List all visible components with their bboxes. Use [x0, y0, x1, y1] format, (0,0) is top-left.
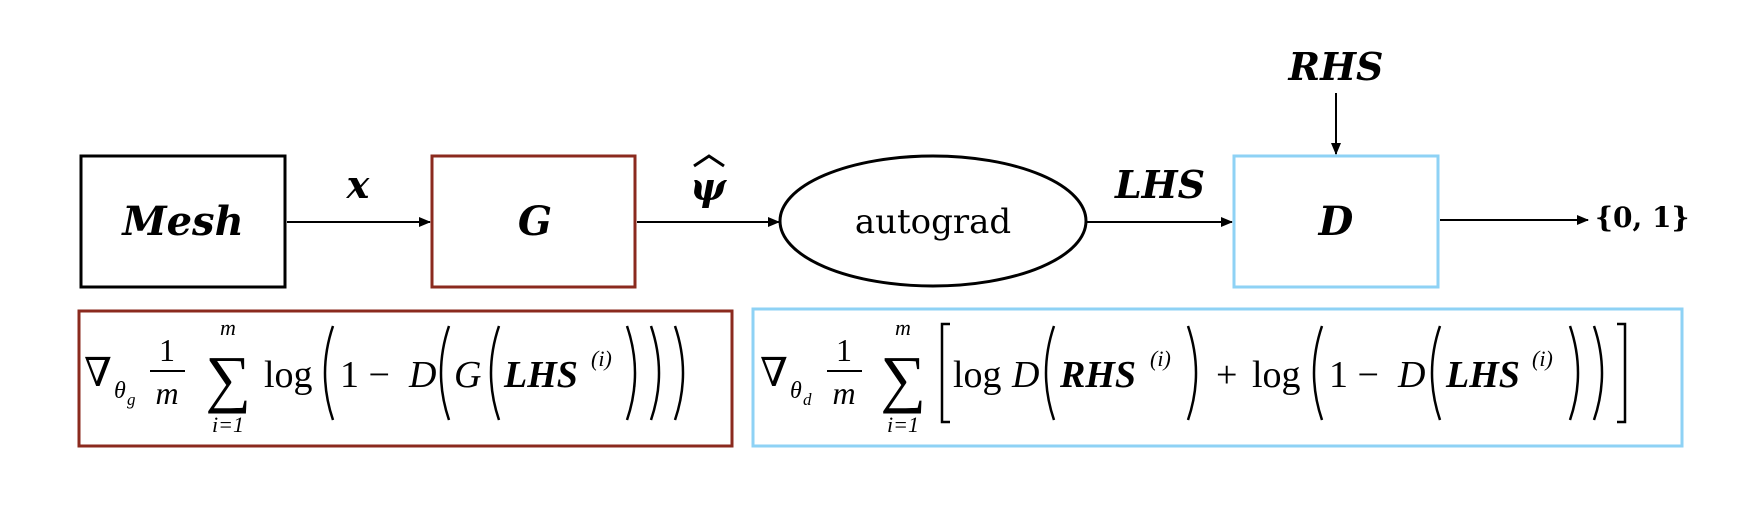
disc-arg-1-sup: (i): [1150, 346, 1171, 371]
gen-log: log: [264, 354, 313, 396]
discriminator-node: D: [1232, 154, 1440, 289]
psi-hat-label: ψ: [690, 164, 727, 209]
disc-plus: +: [1216, 354, 1237, 396]
gen-frac-num: 1: [159, 332, 175, 368]
gen-arg: LHS: [503, 354, 578, 396]
autograd-ellipse: [778, 154, 1088, 288]
disc-paren-close-c: [1568, 325, 1580, 421]
x-label: x: [346, 162, 371, 207]
edge-autograd-to-discriminator: LHS: [1087, 162, 1233, 227]
gen-frac-den: m: [155, 375, 178, 411]
disc-log-1: log: [953, 354, 1002, 396]
gen-theta: θ: [114, 378, 126, 404]
generator-loss-formula: ∇ θ g 1 m m ∑ i=1 log 1 − D G LHS (i): [77, 309, 734, 448]
disc-D-1: D: [1011, 354, 1039, 396]
output-label: {0, 1}: [1595, 201, 1689, 234]
disc-nabla: ∇: [760, 350, 788, 395]
disc-bracket-open: [940, 322, 950, 424]
gen-paren-open-1: [323, 325, 335, 421]
discriminator-loss-box: [751, 307, 1684, 448]
edge-discriminator-output: {0, 1}: [1440, 201, 1689, 234]
generator-label: G: [518, 198, 552, 245]
gen-D: D: [408, 354, 436, 396]
gen-paren-close-3: [625, 325, 637, 421]
gen-sum-bottom: i=1: [212, 412, 244, 437]
rhs-label: RHS: [1288, 44, 1384, 89]
autograd-node: autograd: [778, 154, 1088, 288]
gen-paren-open-3: [489, 325, 501, 421]
generator-node: G: [430, 154, 637, 289]
disc-D-2: D: [1397, 354, 1425, 396]
mesh-node: Mesh: [79, 154, 287, 289]
mesh-box: [79, 154, 287, 289]
disc-one-minus: 1 −: [1329, 354, 1379, 396]
disc-theta-sub: d: [803, 390, 812, 409]
discriminator-box: [1232, 154, 1440, 289]
disc-paren-close-b: [1592, 325, 1604, 421]
disc-sum-top: m: [895, 315, 911, 340]
disc-sum-icon: ∑: [880, 343, 926, 414]
autograd-label: autograd: [855, 202, 1011, 242]
generator-loss-box: [77, 309, 734, 448]
disc-paren-open-a: [1044, 325, 1056, 421]
gen-sum-icon: ∑: [205, 343, 251, 414]
disc-frac-den: m: [832, 375, 855, 411]
gen-paren-close-1: [673, 325, 685, 421]
disc-frac-num: 1: [836, 332, 852, 368]
discriminator-label: D: [1318, 198, 1354, 245]
mesh-label: Mesh: [120, 198, 243, 245]
disc-arg-2-sup: (i): [1532, 346, 1553, 371]
hat-accent-icon: [693, 154, 725, 168]
edge-generator-to-autograd: ψ: [637, 154, 780, 227]
disc-theta: θ: [790, 378, 802, 404]
generator-box: [430, 154, 637, 289]
gen-sum-top: m: [220, 315, 236, 340]
gen-arg-sup: (i): [591, 346, 612, 371]
disc-paren-open-c: [1430, 325, 1442, 421]
gen-one-minus: 1 −: [340, 354, 390, 396]
discriminator-loss-formula: ∇ θ d 1 m m ∑ i=1 log D RHS (i) + log 1 …: [751, 307, 1684, 448]
disc-paren-close-a: [1186, 325, 1198, 421]
disc-sum-bottom: i=1: [887, 412, 919, 437]
gen-paren-close-2: [649, 325, 661, 421]
disc-paren-open-b: [1312, 325, 1324, 421]
disc-log-2: log: [1252, 354, 1301, 396]
gen-nabla: ∇: [84, 350, 112, 395]
gen-theta-sub: g: [127, 390, 136, 409]
disc-arg-1: RHS: [1059, 354, 1136, 396]
edge-mesh-to-generator: x: [287, 162, 431, 227]
lhs-label: LHS: [1114, 162, 1205, 207]
edge-rhs-to-discriminator: RHS: [1288, 44, 1384, 155]
disc-arg-2: LHS: [1445, 354, 1520, 396]
gen-G: G: [454, 354, 481, 396]
gen-paren-open-2: [439, 325, 451, 421]
disc-bracket-close: [1617, 322, 1627, 424]
